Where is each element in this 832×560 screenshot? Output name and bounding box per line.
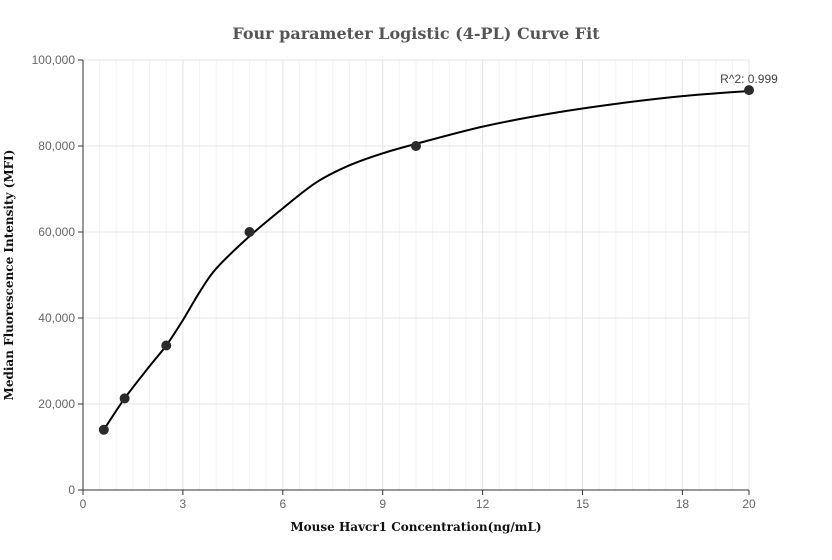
x-tick-label: 0 (80, 497, 87, 511)
y-tick-label: 0 (68, 483, 75, 497)
y-tick-label: 60,000 (38, 225, 75, 239)
data-point (98, 424, 109, 435)
y-tick-label: 40,000 (38, 311, 75, 325)
x-tick-label: 9 (379, 497, 386, 511)
tick-labels: 0 3 6 9 12 15 18 20 0 20,000 40,000 60,000 80,000 100… (32, 53, 756, 511)
x-tick-label: 6 (279, 497, 286, 511)
fit-curve (102, 89, 750, 431)
x-tick-label: 3 (180, 497, 187, 511)
x-tick-label: 18 (676, 497, 690, 511)
y-axis-label: Median Fluorescence Intensity (MFI) (2, 150, 16, 401)
x-axis-label: Mouse Havcr1 Concentration(ng/mL) (290, 520, 541, 534)
fit-curve-layer (102, 89, 750, 431)
x-tick-label: 20 (742, 497, 756, 511)
axes (78, 59, 750, 495)
data-point (161, 340, 172, 351)
y-tick-label: 20,000 (38, 397, 75, 411)
x-tick-label: 12 (476, 497, 490, 511)
data-point (244, 227, 255, 237)
data-point (119, 393, 130, 404)
chart-title: Four parameter Logistic (4-PL) Curve Fit (232, 24, 600, 43)
y-tick-label: 80,000 (38, 139, 75, 153)
y-tick-label: 100,000 (32, 53, 76, 67)
data-point (744, 85, 754, 96)
r-squared-annotation: R^2: 0.999 (720, 72, 778, 86)
x-tick-label: 15 (576, 497, 590, 511)
data-points (98, 85, 754, 435)
data-point (411, 141, 421, 151)
grid (82, 59, 750, 491)
